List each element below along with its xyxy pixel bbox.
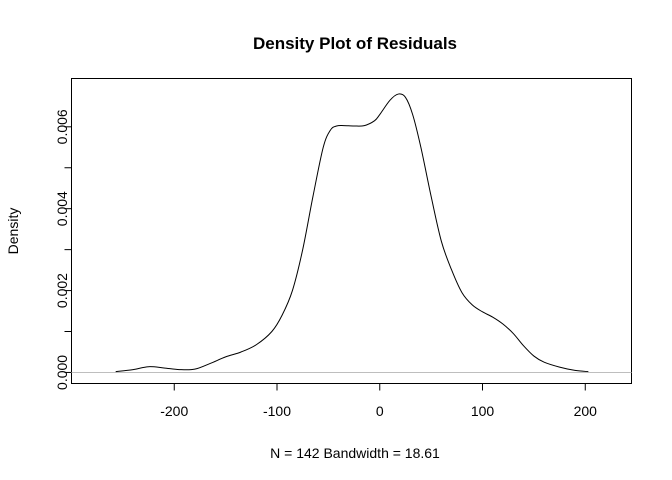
x-tick-label: 0 [376,403,384,419]
x-tick-label: 100 [471,403,495,419]
y-tick-label: 0.000 [54,355,70,390]
plot-box [71,78,632,384]
y-tick-label: 0.002 [54,273,70,308]
y-axis-label: Density [5,208,21,255]
x-tick-label: -200 [160,403,188,419]
y-tick-label: 0.006 [54,109,70,144]
x-axis: -200 -100 0 100 200 [160,383,598,419]
density-curve [115,93,589,373]
x-axis-label: N = 142 Bandwidth = 18.61 [270,445,440,461]
y-axis: 0.000 0.002 0.004 0.006 [54,109,72,390]
x-tick-label: -100 [263,403,291,419]
y-tick-label: 0.004 [54,191,70,226]
chart-title: Density Plot of Residuals [253,34,457,53]
x-tick-label: 200 [574,403,598,419]
